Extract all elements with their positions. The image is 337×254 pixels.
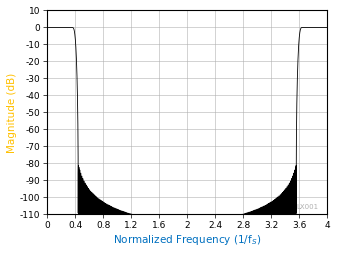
X-axis label: Normalized Frequency (1/f$_S$): Normalized Frequency (1/f$_S$) — [113, 233, 261, 247]
Y-axis label: Magnitude (dB): Magnitude (dB) — [7, 72, 17, 152]
Text: LX001: LX001 — [297, 204, 319, 210]
